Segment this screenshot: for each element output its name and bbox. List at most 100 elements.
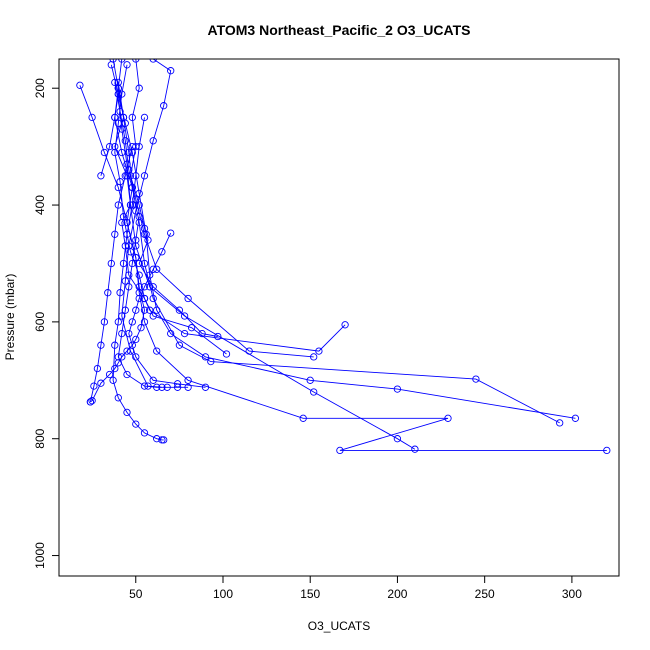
data-point [114, 318, 122, 326]
data-point [184, 294, 192, 303]
series-7 [114, 78, 611, 455]
data-point [125, 329, 133, 338]
x-tick-label: 250 [475, 587, 495, 601]
data-point [135, 142, 143, 151]
data-point [111, 148, 119, 157]
x-tick-label: 100 [213, 587, 233, 601]
data-point [173, 380, 182, 388]
series-1 [109, 59, 349, 355]
data-point [107, 259, 115, 268]
series-line [89, 146, 133, 402]
data-point [93, 364, 102, 373]
data-point [105, 370, 114, 379]
data-point [158, 248, 166, 256]
series-8 [97, 90, 419, 453]
series-line [112, 117, 164, 441]
data-point [111, 341, 119, 349]
data-point [114, 353, 122, 361]
data-point [135, 283, 143, 291]
data-point [132, 335, 140, 344]
data-point [114, 201, 122, 209]
data-point [140, 283, 149, 291]
data-point [444, 414, 452, 422]
data-point [123, 61, 131, 69]
data-point [336, 446, 344, 455]
plot-frame [58, 58, 620, 577]
data-point [306, 376, 314, 384]
y-tick-label: 800 [33, 428, 47, 448]
y-tick-label: 400 [33, 195, 47, 215]
data-point [158, 383, 166, 391]
data-point [140, 318, 149, 326]
series-11 [86, 142, 136, 406]
x-tick-label: 50 [129, 587, 143, 601]
data-point [123, 218, 131, 227]
data-point [393, 435, 402, 443]
series-10 [109, 113, 168, 444]
data-point [97, 341, 105, 349]
data-point [175, 306, 184, 314]
data-point [180, 312, 189, 320]
series-line [117, 82, 607, 451]
series-line [130, 59, 218, 337]
data-point [128, 318, 136, 326]
data-point [97, 172, 105, 180]
data-point [121, 137, 129, 145]
series-line [114, 59, 560, 424]
series-line [100, 94, 416, 450]
data-point [132, 420, 140, 428]
data-point [135, 271, 143, 279]
series-line [79, 85, 145, 403]
data-point [107, 61, 115, 69]
series-layer [76, 59, 611, 455]
data-point [158, 436, 166, 444]
data-point [121, 172, 129, 180]
data-point [114, 183, 122, 192]
data-point [128, 142, 136, 151]
data-point [160, 436, 168, 444]
data-point [88, 113, 96, 122]
data-point [118, 312, 126, 320]
data-point [140, 172, 149, 180]
data-point [114, 90, 122, 98]
data-point [160, 102, 168, 110]
data-point [149, 137, 157, 145]
series-line [110, 64, 576, 419]
data-point [132, 172, 140, 180]
series-6 [111, 59, 564, 427]
data-point [411, 445, 419, 453]
data-point [135, 213, 143, 221]
data-point [132, 59, 140, 63]
data-point [167, 67, 175, 75]
data-point [163, 383, 171, 391]
data-point [100, 318, 109, 326]
data-point [90, 382, 98, 390]
x-tick-label: 150 [300, 587, 320, 601]
data-point [140, 259, 149, 268]
x-axis: 50 100 150 200 250 300 [129, 576, 582, 601]
series-line [117, 216, 189, 388]
data-point [149, 265, 157, 273]
data-point [97, 379, 105, 387]
data-point [116, 289, 124, 297]
data-point [121, 277, 129, 285]
data-point [603, 446, 611, 455]
x-axis-label: O3_UCATS [308, 619, 370, 633]
data-point [132, 207, 140, 215]
data-point [123, 408, 131, 417]
series-line [114, 82, 314, 358]
data-point [146, 283, 154, 291]
data-point [135, 289, 143, 297]
data-point [126, 201, 135, 209]
data-point [207, 357, 215, 366]
data-point [144, 382, 152, 390]
y-tick-label: 1000 [33, 542, 47, 569]
data-point [222, 350, 231, 358]
data-point [111, 230, 119, 238]
data-point [128, 113, 136, 122]
data-point [214, 332, 222, 341]
data-point [472, 375, 480, 383]
data-point [140, 294, 149, 303]
data-point [310, 388, 318, 396]
